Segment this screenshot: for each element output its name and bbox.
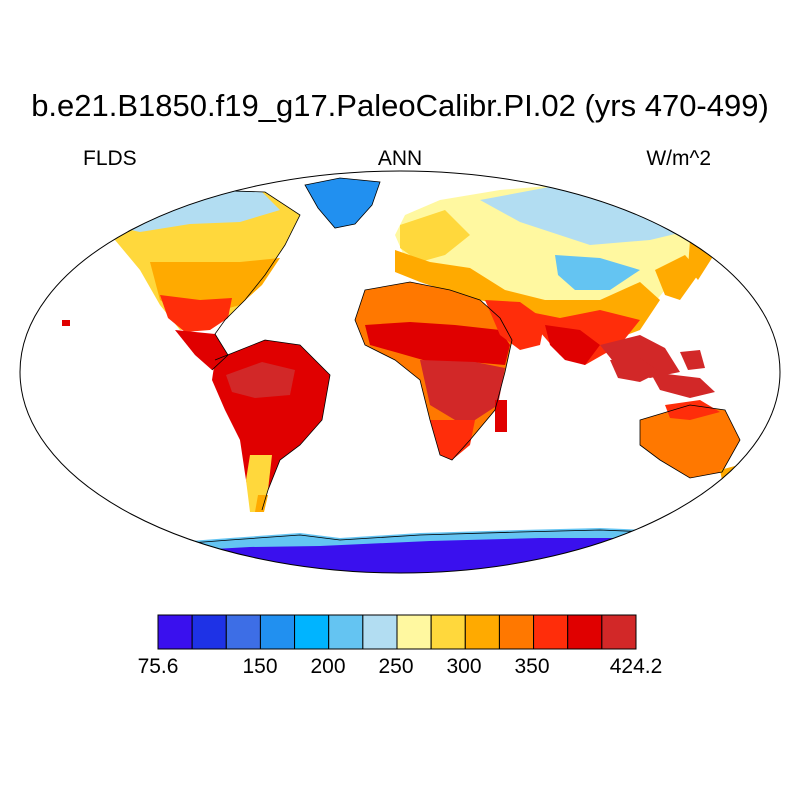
colorbar-tick-label: 300 [446, 655, 482, 678]
units-label: W/m^2 [646, 147, 711, 170]
globe-outline [19, 170, 781, 574]
region-south-america [212, 340, 330, 512]
colorbar-max-label: 424.2 [609, 655, 663, 678]
figure-title: b.e21.B1850.f19_g17.PaleoCalibr.PI.02 (y… [31, 88, 769, 123]
colorbar-min-label: 75.6 [137, 655, 179, 678]
colorbar-box [567, 614, 603, 650]
colorbar-tick-label: 350 [514, 655, 550, 678]
colorbar-box [328, 614, 364, 650]
season-label: ANN [377, 147, 423, 170]
region-madagascar [495, 400, 507, 432]
region-arabia [485, 300, 545, 350]
colorbar-box [157, 614, 193, 650]
colorbar-box [225, 614, 261, 650]
colorbar-box [362, 614, 398, 650]
colorbar-box [396, 614, 432, 650]
colorbar-box [601, 614, 637, 650]
region-africa [355, 282, 512, 460]
colorbar-box [430, 614, 466, 650]
region-hawaii [62, 320, 70, 326]
colorbar-box [498, 614, 535, 650]
colorbar-box [294, 614, 330, 650]
region-greenland [305, 178, 380, 228]
region-eurasia [395, 185, 720, 378]
colorbar-tick-label: 200 [310, 655, 346, 678]
colorbar-box [464, 614, 500, 650]
colorbar-box [533, 614, 569, 650]
region-australia [640, 400, 740, 480]
colorbar-box [191, 614, 227, 650]
colorbar-tick-label: 250 [378, 655, 414, 678]
region-maritime-continent [610, 350, 715, 398]
colorbar-tick-label: 150 [242, 655, 278, 678]
colorbar-box [259, 614, 296, 650]
variable-label: FLDS [83, 147, 137, 170]
